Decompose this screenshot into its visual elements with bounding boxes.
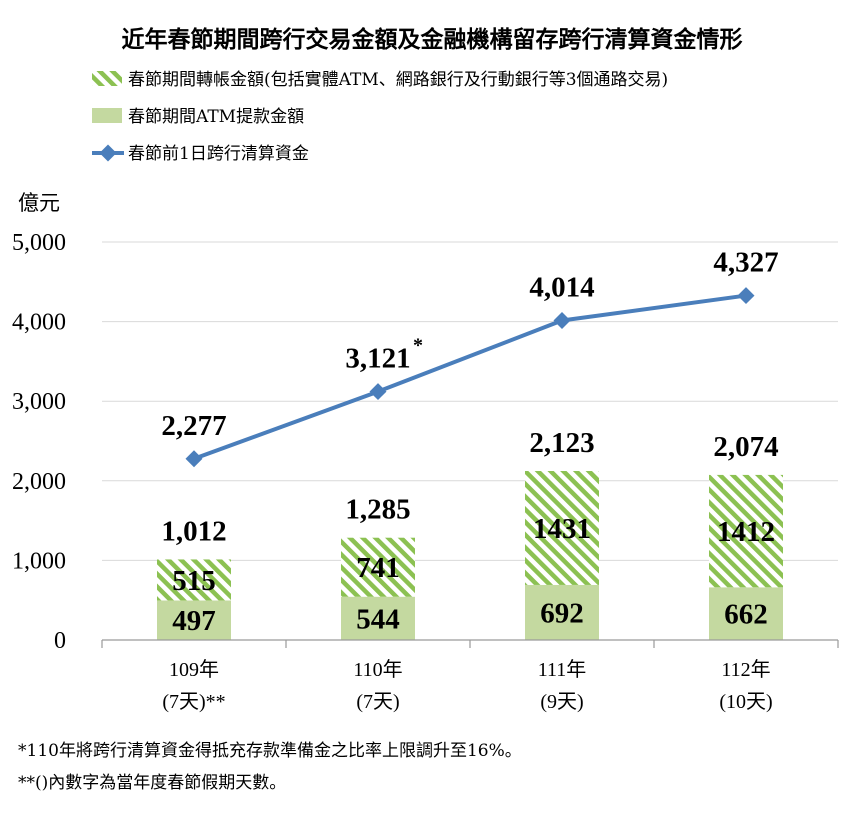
line-series — [185, 287, 755, 468]
line-point — [737, 287, 755, 305]
line-point — [553, 312, 571, 329]
footnote-2: **()內數字為當年度春節假期天數。 — [18, 773, 286, 793]
bar-atm — [341, 596, 415, 640]
bar-atm — [525, 584, 599, 640]
data-label-line: 4,327 — [713, 247, 778, 279]
x-category-year: 110年 — [353, 658, 402, 681]
annotation-marker: * — [413, 335, 423, 357]
y-tick-label: 1,000 — [12, 548, 66, 574]
legend: 春節期間轉帳金額(包括實體ATM、網路銀行及行動銀行等3個通路交易) 春節期間A… — [92, 70, 668, 164]
y-tick-label: 4,000 — [12, 310, 66, 336]
data-label-total: 2,074 — [713, 431, 778, 463]
bars — [157, 471, 783, 640]
x-category-days: (10天) — [719, 691, 772, 713]
legend-label-atm: 春節期間ATM提款金額 — [128, 107, 304, 127]
data-label-total: 1,012 — [161, 515, 226, 547]
data-label-transfer: 1431 — [533, 513, 591, 545]
data-label-atm: 497 — [172, 605, 216, 637]
footnotes: *110年將跨行清算資金得抵充存款準備金之比率上限調升至16%。 **()內數字… — [18, 741, 522, 793]
line-point — [185, 450, 203, 468]
bar-transfer — [709, 474, 783, 588]
data-label-total: 2,123 — [529, 427, 594, 459]
legend-label-clearing: 春節前1日跨行清算資金 — [128, 144, 309, 164]
bar-transfer — [157, 559, 231, 601]
data-label-total: 1,285 — [345, 494, 410, 526]
bar-transfer — [341, 537, 415, 597]
data-label-line: 4,014 — [529, 271, 594, 303]
x-category-days: (9天) — [540, 691, 583, 713]
line-clearing-funds — [193, 293, 747, 461]
data-label-line: 3,121 — [345, 343, 410, 375]
y-axis-unit: 億元 — [18, 191, 60, 215]
data-label-transfer: 1412 — [717, 516, 775, 548]
y-tick-label: 3,000 — [12, 389, 66, 415]
x-category-year: 109年 — [169, 658, 219, 681]
legend-marker-clearing — [99, 144, 117, 162]
chart-title: 近年春節期間跨行交易金額及金融機構留存跨行清算資金情形 — [122, 26, 743, 53]
bar-atm — [709, 587, 783, 640]
data-label-atm: 544 — [356, 603, 400, 635]
footnote-1: *110年將跨行清算資金得抵充存款準備金之比率上限調升至16%。 — [18, 741, 522, 761]
x-category-days: (7天)** — [162, 691, 225, 713]
x-category-year: 112年 — [721, 658, 770, 681]
x-category-days: (7天) — [356, 691, 399, 713]
data-labels: 497 515 1,012 544 741 1,285 692 1431 2,123 662 141… — [161, 247, 778, 638]
y-tick-label: 0 — [54, 628, 66, 654]
bar-atm — [157, 600, 231, 640]
legend-label-transfer: 春節期間轉帳金額(包括實體ATM、網路銀行及行動銀行等3個通路交易) — [128, 70, 668, 90]
bar-transfer — [525, 471, 599, 585]
data-label-transfer: 515 — [172, 565, 216, 597]
x-axis-categories: 109年 (7天)** 110年 (7天) 111年 (9天) 112年 (10天) — [162, 658, 772, 713]
legend-swatch-atm — [92, 108, 122, 123]
line-point — [369, 383, 387, 401]
x-axis — [101, 639, 839, 648]
y-axis-ticks: 0 1,000 2,000 3,000 4,000 5,000 — [12, 230, 66, 654]
x-category-year: 111年 — [538, 658, 587, 681]
data-label-transfer: 741 — [356, 552, 400, 584]
data-label-atm: 662 — [724, 599, 768, 631]
data-label-line: 2,277 — [161, 410, 226, 442]
data-label-atm: 692 — [540, 597, 584, 629]
legend-swatch-transfer — [92, 71, 122, 86]
y-tick-label: 5,000 — [12, 230, 66, 256]
y-tick-label: 2,000 — [12, 469, 66, 495]
